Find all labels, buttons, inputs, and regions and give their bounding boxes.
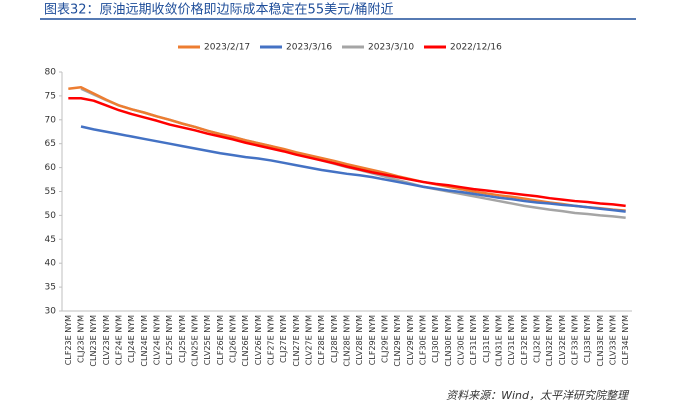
x-tick-label: CLN29E NYM [393,315,402,367]
x-tick-label: CLV33E NYM [609,315,618,365]
x-tick-label: CLF34E NYM [621,315,630,365]
series-line [80,125,626,213]
x-tick-label: CLF23E NYM [64,315,73,365]
x-tick-label: CLV25E NYM [203,315,212,365]
x-tick-label: CLF33E NYM [571,315,580,365]
x-tick-label: CLF29E NYM [368,315,377,365]
x-tick-label: CLN30E NYM [444,315,453,367]
x-tick-label: CLF24E NYM [115,315,124,365]
x-tick-label: CLN27E NYM [292,315,301,367]
source: 资料来源：Wind，太平洋研究院整理 [446,389,630,402]
x-tick-label: CLV24E NYM [153,315,162,365]
x-tick-label: CLN24E NYM [140,315,149,367]
x-tick-label: CLV27E NYM [305,315,314,365]
x-tick-label: CLN31E NYM [495,315,504,367]
x-tick-label: CLV29E NYM [406,315,415,365]
x-tick-label: CLN25E NYM [191,315,200,367]
series-line [68,86,626,212]
y-tick-label: 55 [45,187,56,197]
x-tick-label: CLF30E NYM [419,315,428,365]
x-tick-label: CLN32E NYM [545,315,554,367]
x-tick-label: CLV23E NYM [102,315,111,365]
legend-label: 2023/2/17 [204,43,250,53]
x-tick-label: CLN23E NYM [89,315,98,367]
x-tick-label: CLJ25E NYM [178,315,187,363]
x-tick-label: CLF27E NYM [267,315,276,365]
x-tick-label: CLN28E NYM [343,315,352,367]
x-tick-label: CLF26E NYM [216,315,225,365]
x-tick-label: CLF31E NYM [469,315,478,365]
x-tick-label: CLJ26E NYM [229,315,238,363]
y-tick-label: 75 [45,91,56,101]
x-tick-label: CLN33E NYM [596,315,605,367]
x-tick-label: CLF25E NYM [165,315,174,365]
x-tick-label: CLF32E NYM [520,315,529,365]
x-tick-label: CLJ30E NYM [431,315,440,363]
legend-label: 2023/3/16 [286,43,332,53]
y-tick-label: 30 [45,307,57,317]
series-line [68,97,626,208]
legend-label: 2023/3/10 [368,43,414,53]
y-tick-label: 60 [45,163,57,173]
x-tick-label: CLJ23E NYM [77,315,86,363]
y-tick-label: 80 [45,68,57,78]
x-tick-label: CLJ28E NYM [330,315,339,363]
legend-label: 2022/12/16 [450,43,502,53]
y-tick-label: 50 [45,211,57,221]
y-tick-label: 35 [45,283,56,293]
x-tick-label: CLJ31E NYM [482,315,491,363]
x-tick-label: CLV31E NYM [507,315,516,365]
x-tick-label: CLJ29E NYM [381,315,390,363]
y-tick-label: 40 [45,259,57,269]
x-tick-label: CLJ27E NYM [279,315,288,363]
y-tick-label: 45 [45,235,56,245]
x-tick-label: CLV32E NYM [558,315,567,365]
x-tick-label: CLF28E NYM [317,315,326,365]
x-tick-label: CLV26E NYM [254,315,263,365]
x-tick-label: CLJ33E NYM [583,315,592,363]
x-tick-label: CLV30E NYM [457,315,466,365]
x-tick-label: CLN26E NYM [241,315,250,367]
chart-title: 图表32：原油远期收敛价格即边际成本稳定在55美元/桶附近 [44,2,393,18]
x-tick-label: CLV28E NYM [355,315,364,365]
y-tick-label: 70 [45,115,57,125]
x-tick-label: CLJ24E NYM [127,315,136,363]
x-tick-label: CLJ32E NYM [533,315,542,363]
y-tick-label: 65 [45,139,56,149]
